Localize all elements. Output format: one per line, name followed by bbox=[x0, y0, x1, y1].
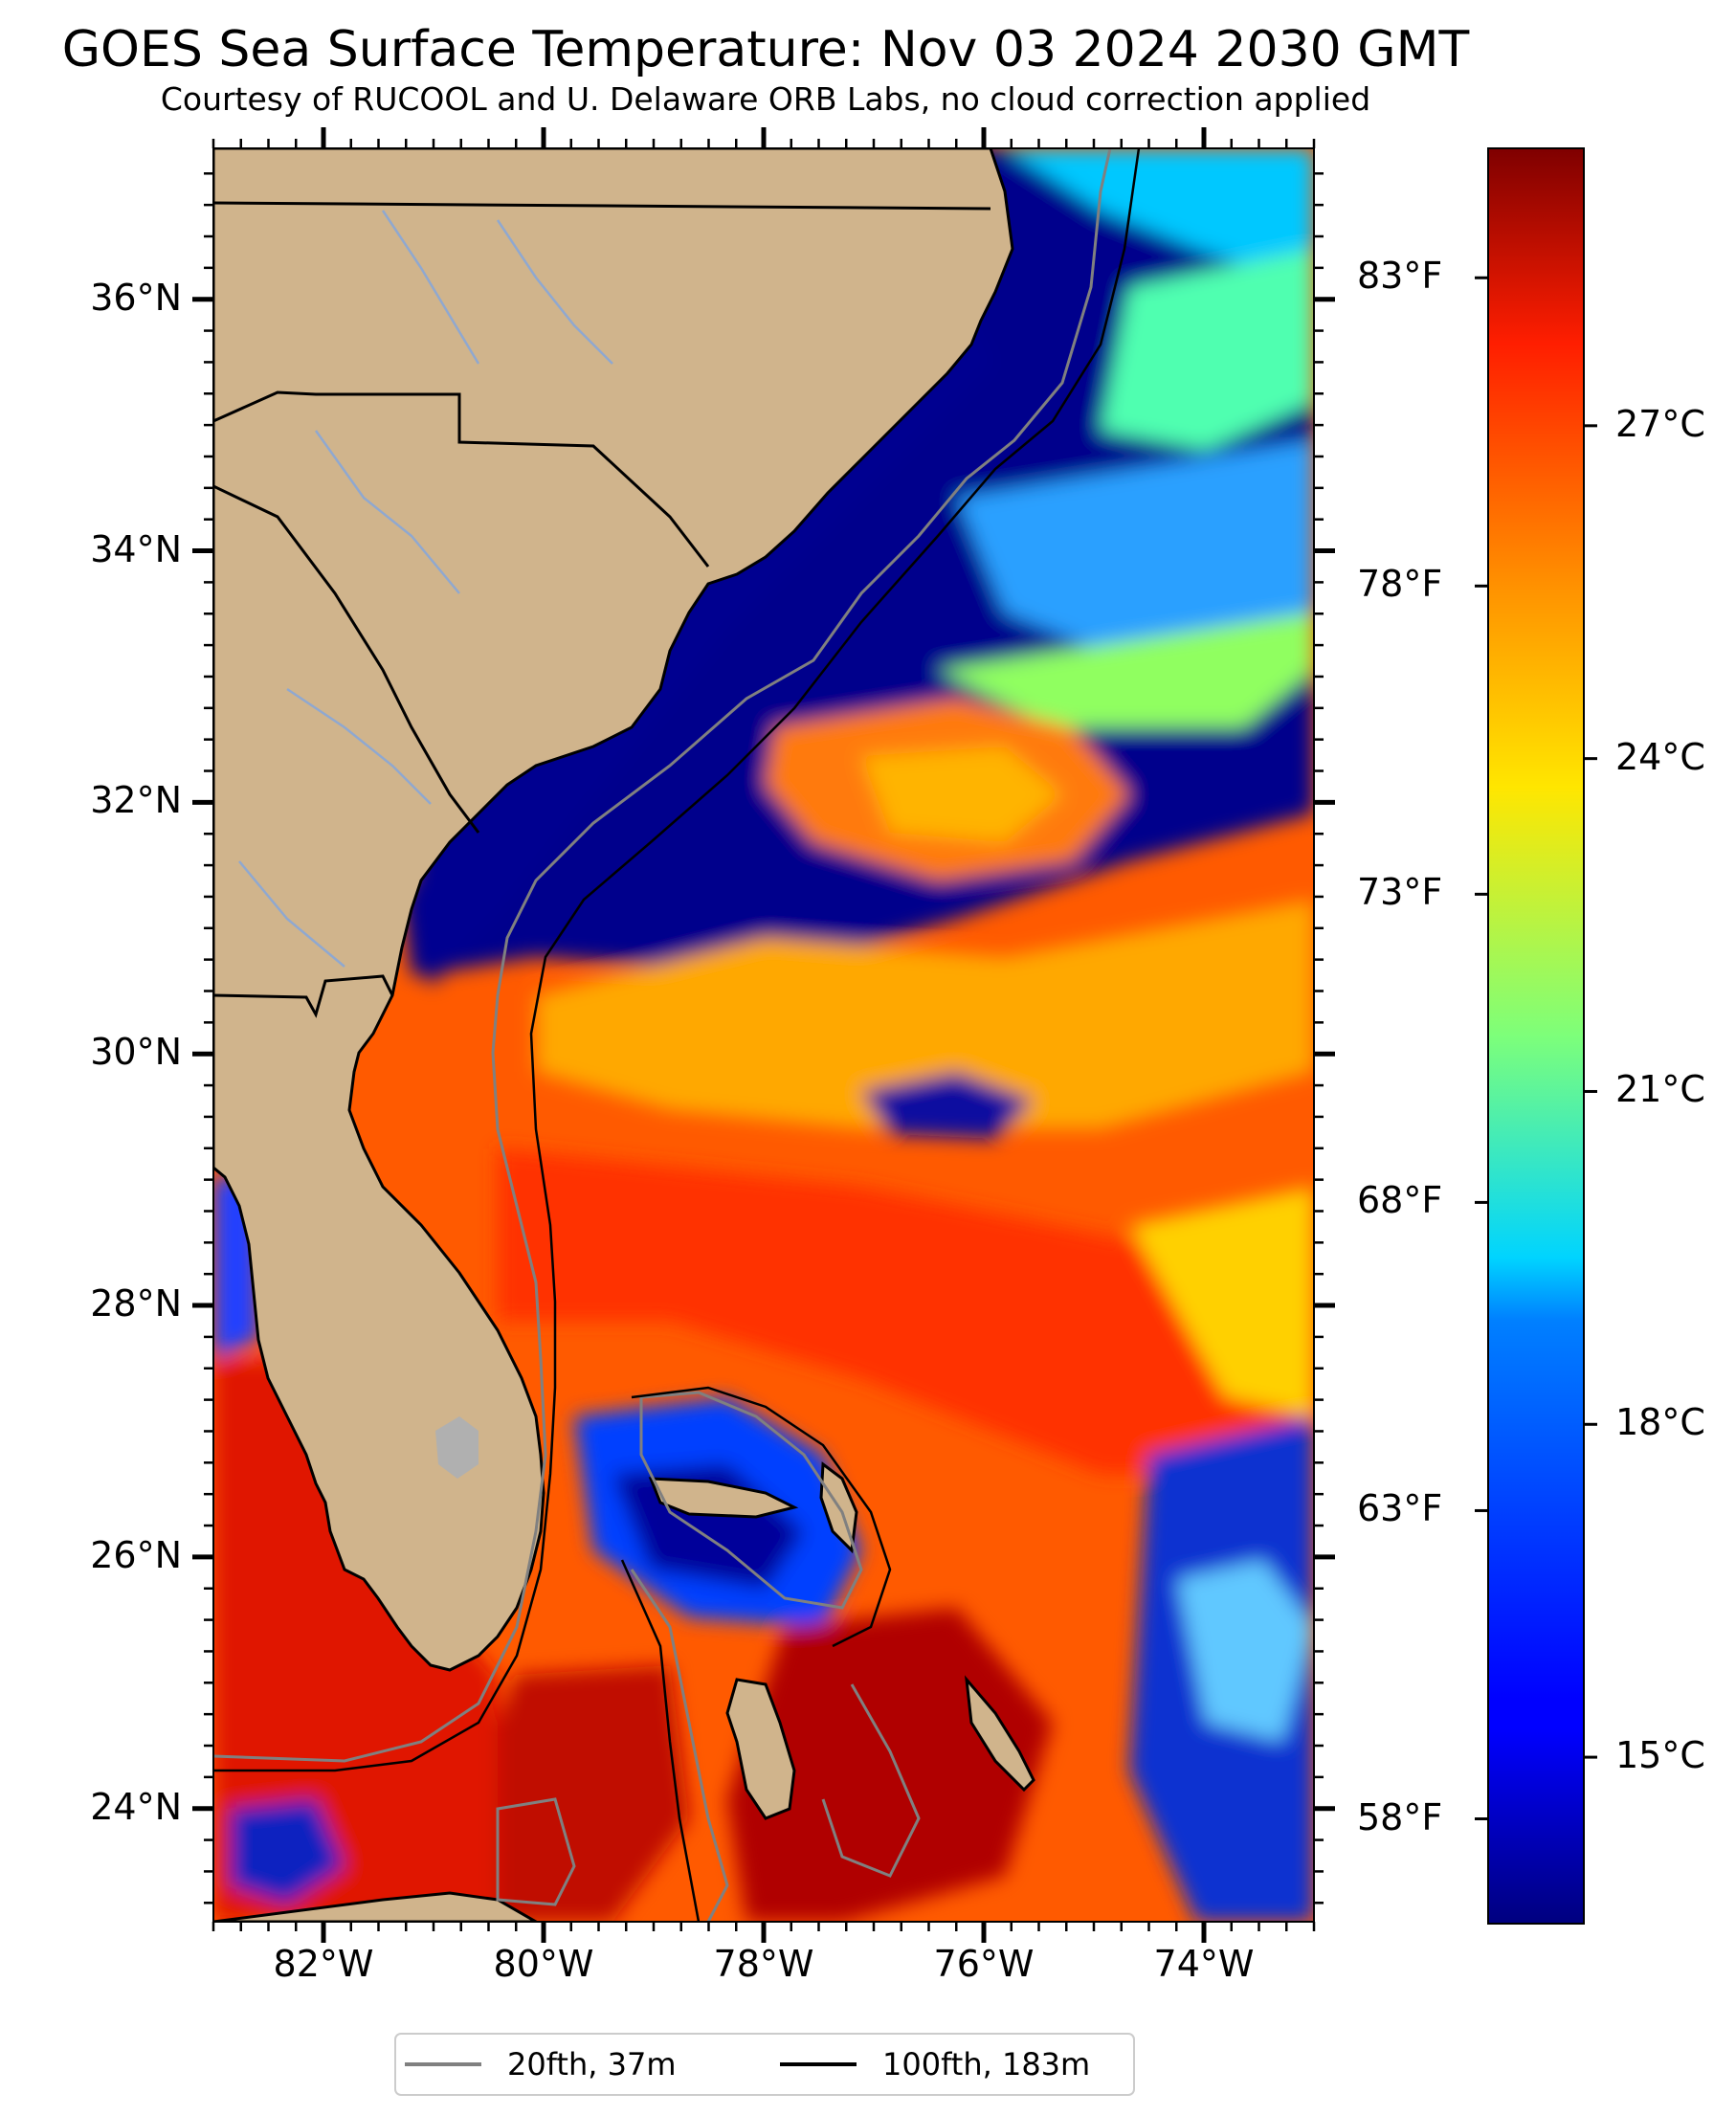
legend-box bbox=[394, 2033, 1135, 2096]
lat-tick-label: 34°N bbox=[90, 527, 182, 570]
lon-tick-label: 82°W bbox=[273, 1943, 374, 1985]
sst-cool-northeast bbox=[1005, 148, 1314, 287]
sst-warm-south bbox=[498, 1148, 1314, 1474]
colorbar bbox=[1487, 147, 1585, 1925]
lon-tick-label: 76°W bbox=[933, 1943, 1035, 1985]
page-subtitle: Courtesy of RUCOOL and U. Delaware ORB L… bbox=[160, 80, 1371, 118]
land-eleuthera bbox=[964, 1675, 1035, 1793]
sst-warm-core bbox=[861, 746, 1062, 842]
lat-tick-label: 26°N bbox=[90, 1533, 182, 1576]
colorbar-celsius-ticks bbox=[1584, 424, 1597, 1759]
colorbar-fahrenheit-label: 68°F bbox=[1357, 1179, 1443, 1222]
state-boundaries bbox=[213, 201, 991, 1018]
legend-label-20fth: 20fth, 37m bbox=[507, 2046, 677, 2083]
sst-cloud-band-1 bbox=[1101, 249, 1314, 450]
colorbar-celsius-label: 15°C bbox=[1615, 1734, 1705, 1777]
contour-20fth bbox=[213, 148, 1112, 1922]
lat-tick-label: 36°N bbox=[90, 276, 182, 319]
sst-keys-cool bbox=[230, 1799, 345, 1904]
colorbar-fahrenheit-label: 78°F bbox=[1357, 563, 1443, 606]
colorbar-celsius-label: 18°C bbox=[1615, 1401, 1705, 1444]
sst-warm-east bbox=[1129, 1187, 1314, 1416]
colorbar-celsius-label: 24°C bbox=[1615, 735, 1705, 778]
colorbar-fahrenheit-ticks bbox=[1475, 276, 1488, 1821]
lon-tick-label: 74°W bbox=[1153, 1943, 1255, 1985]
colorbar-celsius-label: 21°C bbox=[1615, 1068, 1705, 1111]
rivers bbox=[238, 210, 613, 968]
sst-cloud-band-2 bbox=[957, 440, 1314, 670]
lon-ticks bbox=[211, 127, 1316, 1943]
sst-cold-eddy bbox=[861, 1072, 1034, 1139]
page-title: GOES Sea Surface Temperature: Nov 03 202… bbox=[61, 21, 1470, 78]
colorbar-celsius-label: 27°C bbox=[1615, 402, 1705, 445]
lat-tick-label: 24°N bbox=[90, 1785, 182, 1828]
sst-field bbox=[213, 148, 1314, 1922]
land-cuba bbox=[213, 1891, 540, 1922]
lat-tick-label: 28°N bbox=[90, 1282, 182, 1325]
colorbar-fahrenheit-label: 63°F bbox=[1357, 1487, 1443, 1530]
contour-100fth bbox=[213, 148, 1141, 1922]
land-andros-island bbox=[725, 1678, 796, 1820]
sst-cloud-band-3 bbox=[938, 613, 1314, 727]
lon-tick-label: 78°W bbox=[713, 1943, 814, 1985]
sst-southeast-light bbox=[1177, 1560, 1314, 1742]
lat-tick-label: 32°N bbox=[90, 779, 182, 822]
lon-tick-label: 80°W bbox=[493, 1943, 594, 1985]
legend-label-100fth: 100fth, 183m bbox=[882, 2046, 1091, 2083]
sst-central-band bbox=[536, 900, 1314, 1129]
lat-ticks bbox=[192, 172, 1335, 1904]
sst-gulf-warm bbox=[213, 1359, 498, 1922]
lat-tick-label: 30°N bbox=[90, 1031, 182, 1074]
sst-deep-red-2 bbox=[479, 1665, 689, 1922]
land-southeast-us bbox=[213, 148, 1014, 1672]
colorbar-fahrenheit-label: 73°F bbox=[1357, 871, 1443, 914]
colorbar-fahrenheit-label: 83°F bbox=[1357, 255, 1443, 298]
land-lake-okeechobee bbox=[435, 1416, 479, 1479]
colorbar-fahrenheit-label: 58°F bbox=[1357, 1795, 1443, 1838]
